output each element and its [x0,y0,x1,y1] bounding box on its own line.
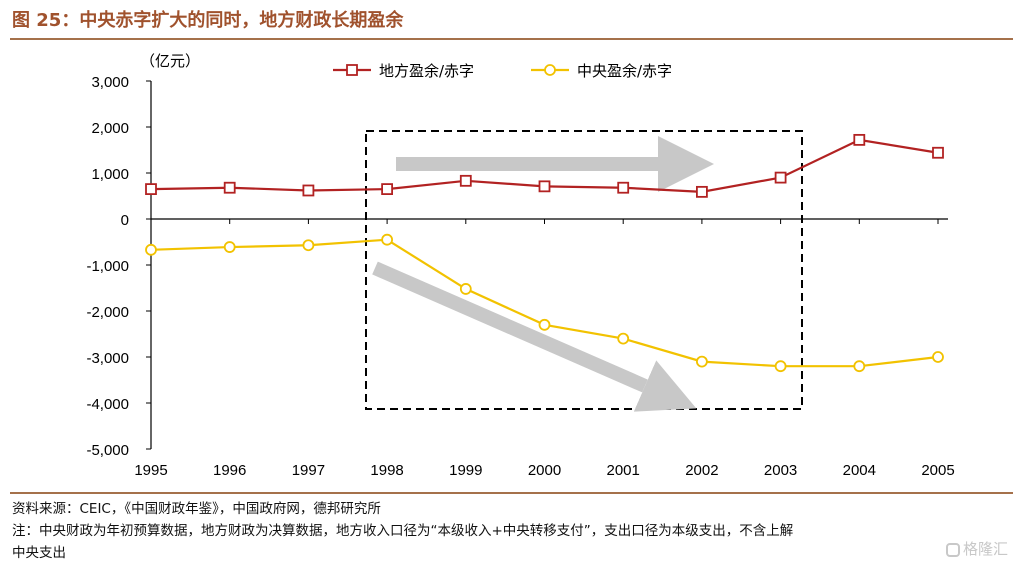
data-point [381,233,394,246]
data-point [538,318,551,331]
watermark: 格隆汇 [946,538,1008,559]
data-point [853,360,866,373]
source-note: 资料来源：CEIC，《中国财政年鉴》，中国政府网，德邦研究所 [12,501,381,517]
x-tick-label: 2000 [528,462,561,479]
x-tick-label: 1996 [213,462,246,479]
data-point [853,133,866,146]
y-tick-label: -4,000 [86,396,129,413]
note-line-2: 中央支出 [12,545,66,561]
x-tick-label: 2002 [685,462,718,479]
line-chart: 3,000 2,000 1,000 0 -1,000 -2,000 -3,000 -4,000… [86,52,954,479]
data-point [932,146,944,159]
logo-icon [946,543,960,557]
data-point [932,351,944,363]
data-point [774,360,787,373]
x-tick-label: 2003 [764,462,797,479]
data-point [223,241,236,253]
footer-divider [10,492,1013,494]
note-line-1: 注：中央财政为年初预算数据，地方财政为决算数据，地方收入口径为“本级收入+中央转… [12,523,794,539]
y-tick-label: 2,000 [91,120,129,137]
y-tick-label: 0 [121,212,129,229]
watermark-text: 格隆汇 [963,540,1009,558]
data-point [696,185,708,198]
data-point [302,184,315,197]
data-point [617,332,630,345]
x-tick-label: 1998 [370,462,403,479]
y-tick-label: -3,000 [86,350,129,367]
y-tick-label: 3,000 [91,74,129,91]
title-divider [10,38,1013,40]
data-point [538,180,551,193]
data-point [696,355,708,368]
x-tick-label: 1995 [134,462,167,479]
y-tick-label: 1,000 [91,166,129,183]
chart-title: 图 25：中央赤字扩大的同时，地方财政长期盈余 [12,10,404,31]
legend-label: 地方盈余/赤字 [379,62,474,80]
highlight-box [365,130,803,410]
x-tick-label: 2001 [607,462,640,479]
x-tick-label: 1999 [449,462,482,479]
legend-label: 中央盈余/赤字 [577,62,672,80]
data-point [459,283,472,295]
trend-arrow-down [372,261,697,412]
x-tick-label: 2005 [921,462,954,479]
legend-marker [544,64,556,76]
data-point [381,183,394,196]
data-point [459,174,472,187]
data-point [145,183,157,196]
y-axis-label: （亿元） [140,52,200,70]
x-tick-label: 1997 [292,462,325,479]
data-point [617,181,630,194]
y-tick-label: -2,000 [86,304,129,321]
x-tick-label: 2004 [843,462,876,479]
data-point [774,171,787,184]
y-tick-label: -1,000 [86,258,129,275]
data-point [145,243,157,256]
legend-marker [346,64,358,76]
data-point [302,239,315,252]
data-point [223,181,236,194]
y-tick-label: -5,000 [86,442,129,459]
